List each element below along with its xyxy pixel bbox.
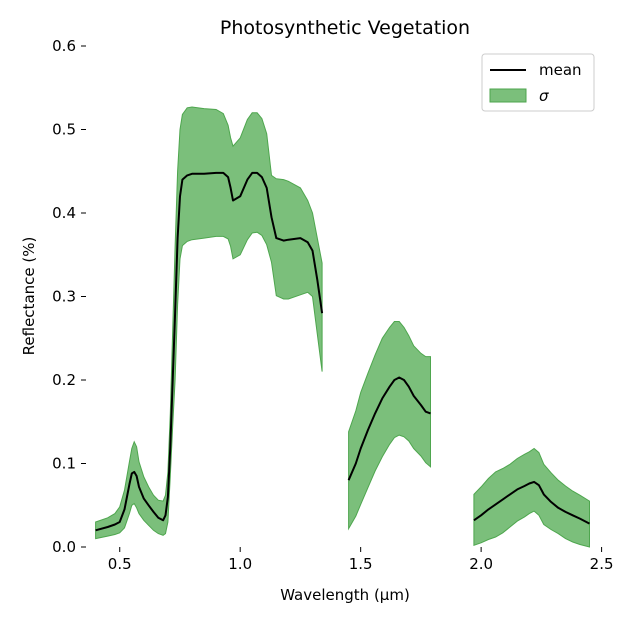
sigma-band-segment-2	[348, 321, 431, 531]
y-axis-label: Reflectance (%)	[20, 237, 38, 356]
sigma-band-segment-3	[473, 447, 590, 548]
legend-sigma-label: σ	[539, 87, 549, 105]
x-tick-label: 1.5	[349, 555, 373, 573]
x-tick-label: 1.0	[228, 555, 252, 573]
x-axis-label: Wavelength (μm)	[280, 586, 410, 604]
y-tick-label: 0.2	[52, 371, 76, 389]
x-tick-label: 2.5	[590, 555, 614, 573]
mean-line-segment-1	[95, 171, 324, 532]
mean-line-segment-3	[473, 480, 590, 525]
y-tick-label: 0.5	[52, 121, 76, 139]
x-tick-label: 0.5	[108, 555, 132, 573]
y-tick-label: 0.6	[52, 37, 76, 55]
chart-title: Photosynthetic Vegetation	[220, 17, 470, 39]
y-tick-label: 0.1	[52, 455, 76, 473]
y-tick-label: 0.0	[52, 538, 76, 556]
y-tick-label: 0.4	[52, 204, 76, 222]
sigma-bands	[95, 106, 590, 548]
y-axis: 0.0 0.1 0.2 0.3 0.4 0.5 0.6	[52, 37, 86, 556]
mean-line-segment-2	[347, 376, 431, 481]
x-tick-label: 2.0	[469, 555, 493, 573]
mean-lines	[95, 171, 590, 532]
legend-mean-label: mean	[539, 61, 582, 79]
x-axis: 0.5 1.0 1.5 2.0 2.5	[108, 547, 614, 573]
legend-sigma-swatch	[489, 88, 527, 103]
sigma-band-segment-1	[95, 106, 323, 540]
y-tick-label: 0.3	[52, 288, 76, 306]
legend: mean σ	[481, 53, 595, 112]
